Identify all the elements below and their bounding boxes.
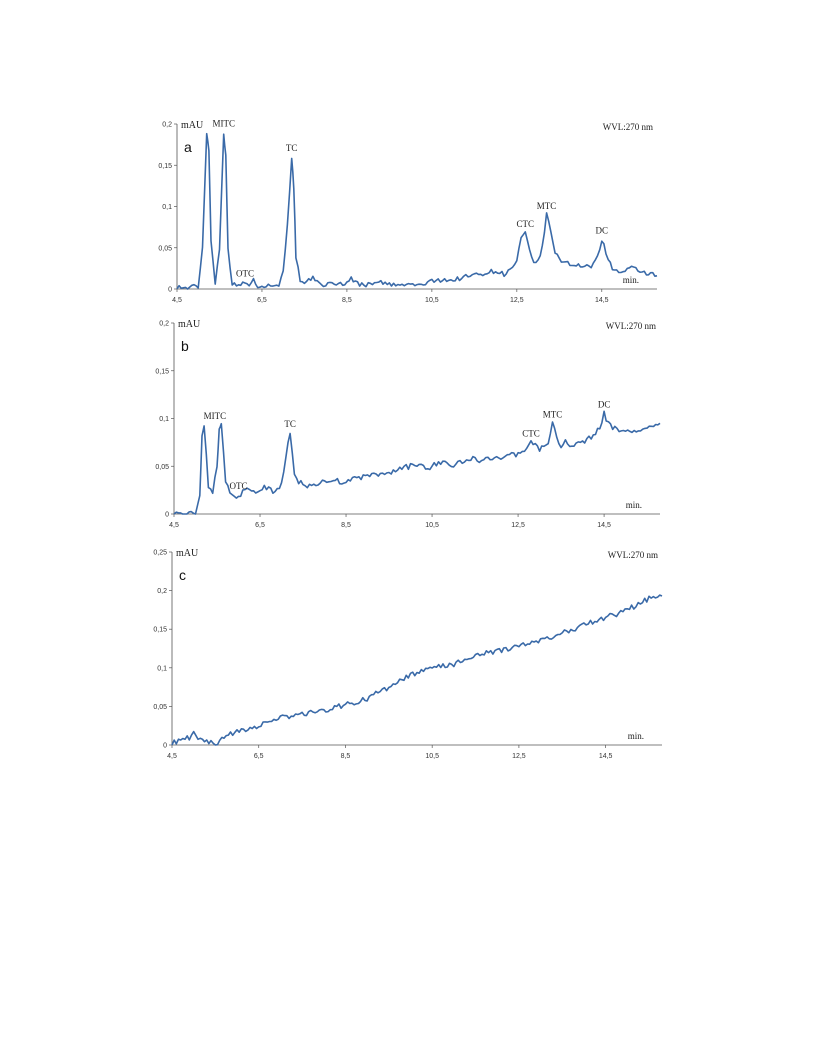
y-tick-label: 0,25: [153, 550, 167, 557]
x-tick-label: 4,5: [172, 297, 182, 304]
wavelength-annotation: WVL:270 nm: [606, 321, 656, 331]
chart-panel-a: 4,5 6,5 8,5 10,5 12,5 14,5 0 0,05 0,1 0,15 0,2 mAU a…: [158, 118, 658, 304]
x-tick-label: 8,5: [342, 297, 352, 304]
peak-label-mitc: MITC: [212, 118, 235, 128]
x-tick-label: 14,5: [597, 522, 611, 529]
y-tick-label: 0,15: [158, 163, 172, 170]
peak-label-tc: TC: [286, 143, 298, 153]
x-tick-label: 12,5: [511, 522, 525, 529]
x-tick-label: 14,5: [595, 297, 609, 304]
y-axis-label: mAU: [178, 319, 201, 330]
x-axis-label: min.: [628, 731, 644, 741]
y-tick-label: 0,05: [158, 245, 172, 252]
peak-label-mtc: MTC: [537, 201, 557, 211]
wavelength-annotation: WVL:270 nm: [603, 122, 653, 132]
chart-panel-b: 4,5 6,5 8,5 10,5 12,5 14,5 0 0,05 0,1 0,15 0,2 mAU b…: [155, 319, 661, 529]
x-tick-label: 6,5: [255, 522, 265, 529]
x-tick-label: 14,5: [599, 753, 613, 760]
chart-panel-c: 4,5 6,5 8,5 10,5 12,5 14,5 0 0,05 0,1 0,15 0,2 0,25…: [153, 548, 663, 760]
x-tick-label: 10,5: [425, 297, 439, 304]
peak-label-dc: DC: [598, 400, 611, 410]
y-tick-label: 0,1: [157, 665, 167, 672]
peak-label-ctc: CTC: [522, 428, 540, 438]
peak-label-tc: TC: [284, 419, 296, 429]
series-line-a: [176, 132, 658, 290]
peak-label-mtc: MTC: [543, 409, 563, 419]
y-tick-label: 0,15: [153, 627, 167, 634]
x-tick-label: 10,5: [425, 522, 439, 529]
peak-label-otc: OTC: [230, 481, 248, 491]
x-axis-label: min.: [623, 275, 639, 285]
peak-label-mitc: MITC: [204, 411, 227, 421]
x-tick-label: 4,5: [169, 522, 179, 529]
x-tick-label: 8,5: [341, 753, 351, 760]
y-tick-label: 0,05: [155, 464, 169, 471]
x-tick-label: 8,5: [341, 522, 351, 529]
y-tick-label: 0: [168, 287, 172, 294]
y-tick-label: 0: [165, 512, 169, 519]
y-axis-label: mAU: [176, 548, 199, 559]
y-tick-label: 0: [163, 743, 167, 750]
y-axis-label: mAU: [181, 120, 204, 131]
y-tick-label: 0,2: [159, 321, 169, 328]
x-tick-label: 6,5: [254, 753, 264, 760]
y-tick-label: 0,2: [157, 588, 167, 595]
series-line-c: [171, 594, 663, 746]
x-tick-label: 12,5: [510, 297, 524, 304]
series-line-b: [173, 410, 661, 515]
peak-label-ctc: CTC: [517, 219, 535, 229]
panel-letter: b: [181, 338, 189, 354]
peak-label-dc: DC: [596, 226, 609, 236]
wavelength-annotation: WVL:270 nm: [608, 550, 658, 560]
y-tick-label: 0,1: [162, 204, 172, 211]
panel-letter: c: [179, 567, 186, 583]
x-tick-label: 12,5: [512, 753, 526, 760]
x-tick-label: 6,5: [257, 297, 267, 304]
x-tick-label: 10,5: [425, 753, 439, 760]
x-axis-label: min.: [626, 500, 642, 510]
y-tick-label: 0,2: [162, 122, 172, 129]
y-tick-label: 0,05: [153, 704, 167, 711]
x-tick-label: 4,5: [167, 753, 177, 760]
y-tick-label: 0,15: [155, 368, 169, 375]
y-tick-label: 0,1: [159, 416, 169, 423]
peak-label-otc: OTC: [236, 268, 254, 278]
panel-letter: a: [184, 139, 192, 155]
